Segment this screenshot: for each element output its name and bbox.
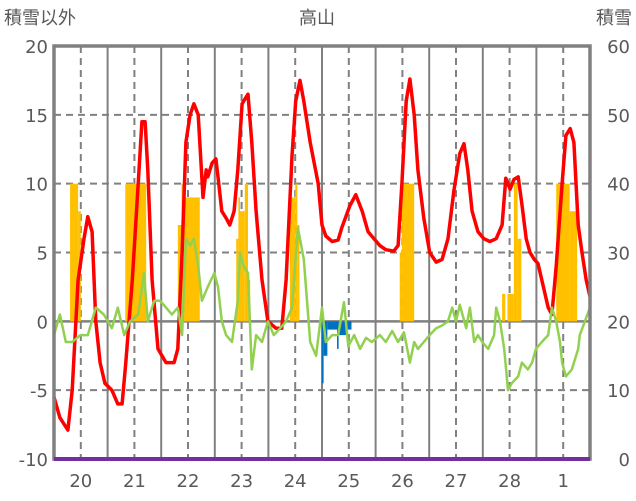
x-tick-label: 21	[123, 471, 146, 492]
yellow-bar	[569, 211, 578, 322]
left-tick-label: 0	[37, 312, 48, 333]
right-axis-label: 積雪	[596, 8, 632, 29]
x-tick-label: 22	[177, 471, 200, 492]
yellow-bar	[183, 197, 200, 322]
yellow-bar	[517, 238, 522, 322]
x-tick-label: 20	[69, 471, 92, 492]
x-tick-label: 26	[391, 471, 414, 492]
left-tick-label: 15	[25, 106, 48, 127]
x-tick-label: 24	[284, 471, 307, 492]
x-tick-label: 1	[557, 471, 568, 492]
frame	[52, 44, 592, 461]
green-line	[52, 226, 592, 392]
left-tick-label: 10	[25, 175, 48, 196]
yellow-bar	[236, 238, 239, 322]
right-tick-label: 50	[607, 106, 630, 127]
yellow-bar	[507, 293, 514, 322]
bars	[70, 183, 578, 384]
x-tick-label: 28	[498, 471, 521, 492]
right-tick-label: 0	[619, 450, 630, 471]
blue-bar	[346, 321, 352, 330]
blue-bar	[322, 321, 324, 384]
left-tick-label: 5	[37, 244, 48, 265]
blue-bar	[338, 321, 347, 336]
ticks: -10 0 -5 10 0 20 5 30 10 40 15 50 20 60 20 21 22 23 24 25 26…	[19, 37, 630, 492]
x-tick-label: 25	[337, 471, 360, 492]
yellow-bar	[289, 197, 296, 322]
x-tick-label: 27	[445, 471, 468, 492]
yellow-bar	[502, 293, 506, 322]
yellow-bar	[399, 252, 402, 322]
red-line	[52, 77, 592, 432]
x-tick-label: 23	[230, 471, 253, 492]
yellow-bar	[401, 183, 415, 322]
yellow-bar	[513, 183, 518, 322]
yellow-bar	[244, 183, 249, 322]
right-tick-label: 40	[607, 175, 630, 196]
blue-bar	[327, 321, 338, 330]
right-tick-label: 30	[607, 244, 630, 265]
chart-title: 高山	[299, 8, 335, 29]
left-tick-label: 20	[25, 37, 48, 58]
right-tick-label: 10	[607, 381, 630, 402]
right-tick-label: 60	[607, 37, 630, 58]
yellow-bar	[297, 224, 300, 322]
left-tick-label: -10	[19, 450, 48, 471]
left-axis-label: 積雪以外	[4, 8, 76, 29]
yellow-bar	[70, 183, 79, 322]
right-tick-label: 20	[607, 312, 630, 333]
left-tick-label: -5	[30, 381, 48, 402]
